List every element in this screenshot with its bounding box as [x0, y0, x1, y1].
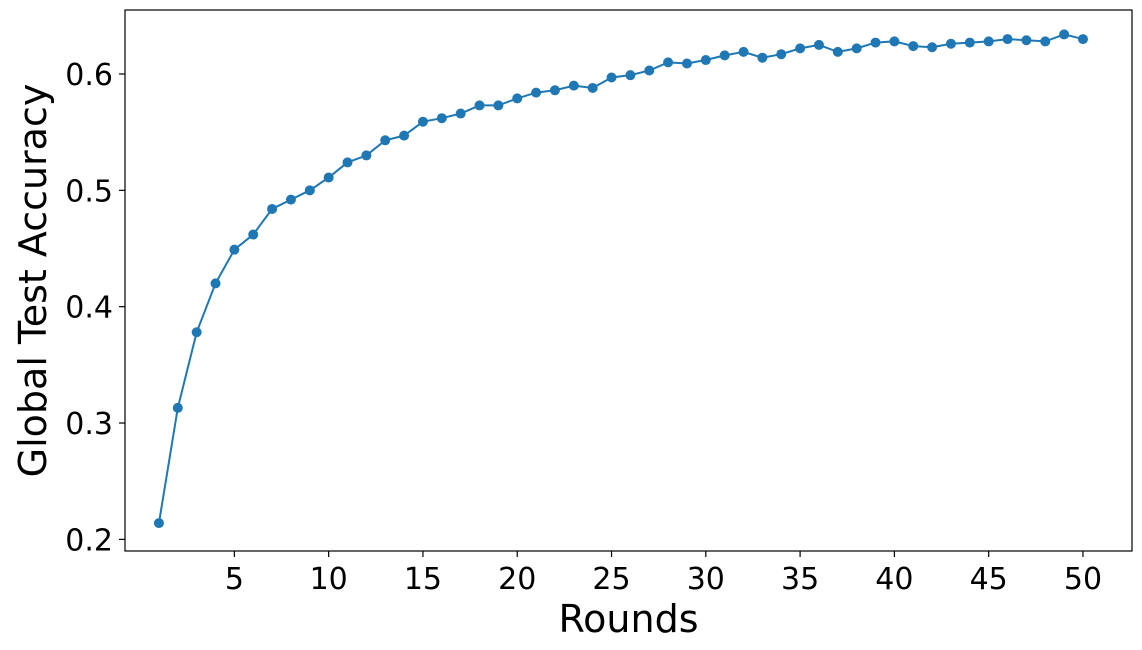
data-point — [191, 327, 202, 338]
y-tick-label: 0.5 — [65, 174, 113, 209]
data-point — [681, 58, 692, 69]
data-point — [644, 65, 655, 76]
x-tick-label: 40 — [875, 562, 913, 597]
data-point — [719, 50, 730, 61]
data-point — [1002, 34, 1013, 45]
data-point — [304, 185, 315, 196]
data-point — [342, 157, 353, 168]
data-point — [417, 116, 428, 127]
data-point — [267, 203, 278, 214]
x-axis-ticks: 5 10 15 20 25 30 35 40 45 50 — [225, 551, 1102, 597]
x-tick-label: 35 — [781, 562, 819, 597]
data-point — [889, 36, 900, 47]
y-tick-label: 0.2 — [65, 523, 113, 558]
data-point — [795, 43, 806, 54]
y-axis-ticks: 0.2 0.3 0.4 0.5 0.6 — [65, 58, 125, 558]
y-tick-label: 0.6 — [65, 58, 113, 93]
data-point — [813, 39, 824, 50]
data-point — [474, 100, 485, 111]
series-layer — [153, 29, 1088, 529]
data-point — [380, 135, 391, 146]
data-point — [172, 402, 183, 413]
data-point — [153, 518, 164, 529]
data-point — [531, 87, 542, 98]
data-point — [512, 93, 523, 104]
data-point — [832, 46, 843, 57]
x-tick-label: 15 — [404, 562, 442, 597]
data-point — [399, 130, 410, 141]
data-point — [361, 150, 372, 161]
data-point — [1021, 35, 1032, 46]
x-tick-label: 30 — [687, 562, 725, 597]
data-point — [285, 194, 296, 205]
data-point — [210, 278, 221, 289]
data-point — [248, 229, 259, 240]
data-point — [323, 172, 334, 183]
data-point — [870, 37, 881, 48]
data-point — [776, 49, 787, 60]
data-point — [1059, 29, 1070, 40]
data-point — [964, 37, 975, 48]
x-tick-label: 45 — [970, 562, 1008, 597]
data-point — [455, 108, 466, 119]
data-point — [663, 57, 674, 68]
data-point — [757, 52, 768, 63]
data-point — [945, 38, 956, 49]
data-point — [549, 85, 560, 96]
data-point — [493, 100, 504, 111]
data-point — [983, 36, 994, 47]
x-axis-title: Rounds — [558, 597, 698, 641]
plot-area-frame — [124, 9, 1133, 552]
x-tick-label: 50 — [1064, 562, 1102, 597]
y-axis-title: Global Test Accuracy — [11, 84, 55, 478]
data-point — [625, 70, 636, 81]
data-point — [1077, 34, 1088, 45]
data-point — [908, 41, 919, 52]
data-point — [587, 82, 598, 93]
data-point — [436, 113, 447, 124]
x-tick-label: 25 — [592, 562, 630, 597]
data-point — [927, 42, 938, 53]
data-point — [1040, 36, 1051, 47]
data-point — [738, 46, 749, 57]
data-point — [606, 72, 617, 83]
y-tick-label: 0.4 — [65, 291, 113, 326]
data-point — [851, 43, 862, 54]
x-tick-label: 5 — [225, 562, 244, 597]
data-point — [229, 244, 240, 255]
data-point — [700, 55, 711, 66]
data-point — [568, 80, 579, 91]
x-tick-label: 20 — [498, 562, 536, 597]
y-tick-label: 0.3 — [65, 407, 113, 442]
x-tick-label: 10 — [310, 562, 348, 597]
